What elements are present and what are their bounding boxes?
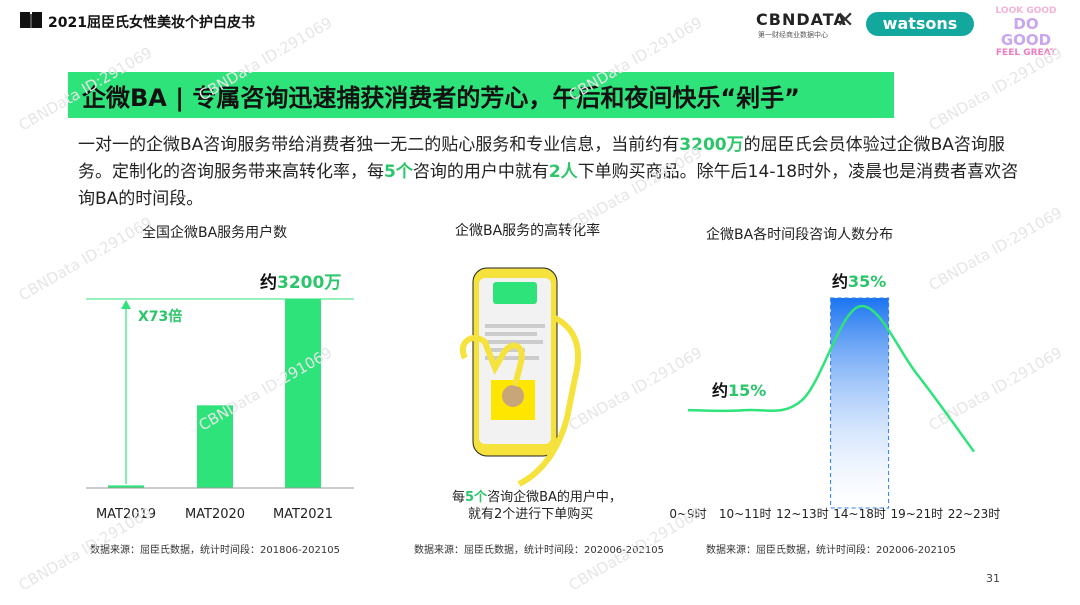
page-number: 31 [986, 572, 1000, 585]
intro-highlight-1: 3200万 [679, 135, 744, 155]
cross-icon: ✕ [836, 8, 855, 33]
bar-x-tick-label: MAT2021 [273, 507, 333, 522]
line-chart: 约15% 约35% 0~9时 10~11时 12~13时 14~18时 19~21时 22… [669, 272, 1001, 521]
intro-text-1: 一对一的企微BA咨询服务带给消费者独一无二的贴心服务和专业信息，当前约有 [78, 135, 680, 155]
distribution-line [687, 305, 976, 453]
title-banner [68, 72, 894, 118]
multiplier-arrow-head [121, 300, 131, 309]
conversion-caption-2: 就有2个进行下单购买 [468, 507, 594, 522]
bar-top-label-value: 3200万 [277, 273, 341, 293]
hand-outline [517, 315, 582, 487]
do-good-text: DO GOOD [1000, 15, 1052, 49]
bar-MAT2020 [197, 405, 233, 488]
line-x-tick-label: 12~13时 [776, 507, 829, 521]
conversion-title: 企微BA服务的高转化率 [455, 223, 601, 239]
bar-x-tick-label: MAT2019 [96, 507, 156, 522]
bar-MAT2019 [108, 485, 144, 488]
middle-source: 数据来源：屈臣氏数据，统计时间段：202006-202105 [414, 545, 664, 556]
cbndata-logo: CBNDATA [756, 10, 847, 29]
banner-title: 企微BA | 专属咨询迅速捕获消费者的芳心，午后和夜间快乐“剁手” [82, 84, 800, 112]
multiplier-label: X73倍 [138, 308, 182, 325]
line-x-tick-label: 22~23时 [948, 507, 1001, 521]
bar-top-label: 约3200万 [260, 272, 341, 293]
bar-chart-title: 全国企微BA服务用户数 [142, 225, 288, 241]
chat-line [485, 332, 537, 336]
line-x-tick-label: 0~9时 [669, 507, 706, 521]
intro-highlight-2: 5个 [384, 162, 413, 182]
bar-chart: X73倍 约3200万 MAT2019 MAT2020 MAT2021 [86, 272, 354, 522]
hand-outline [460, 335, 525, 387]
line-x-tick-label: 10~11时 [719, 507, 772, 521]
intro-highlight-3: 2人 [548, 162, 578, 182]
caption-1-hl: 5个 [465, 490, 488, 505]
conversion-caption-1: 每5个咨询企微BA的用户中， [452, 486, 622, 505]
look-good-logo: LOOK GOOD DO GOOD FEEL GREAT [990, 6, 1062, 58]
low-label-value: 15% [728, 381, 766, 400]
chat-header-icon [493, 282, 537, 304]
peak-label-prefix: 约 [832, 272, 848, 291]
phone-illustration [460, 267, 582, 487]
intro-text-4: 下单购买商品。除午后14-18时外，凌晨也是消费者喜欢咨询BA的时间段。 [78, 162, 1019, 209]
chat-line [485, 356, 539, 360]
line-x-tick-label: 19~21时 [890, 507, 943, 521]
line-chart-title: 企微BA各时间段咨询人数分布 [706, 227, 894, 243]
report-title: 2021屈臣氏女性美妆个护白皮书 [48, 15, 255, 31]
feel-great-text: FEEL GREAT [995, 48, 1057, 58]
avatar [502, 385, 524, 407]
line-chart-source: 数据来源：屈臣氏数据，统计时间段：202006-202105 [706, 545, 956, 556]
intro-text-3: 咨询的用户中就有 [412, 162, 549, 182]
bar-top-label-prefix: 约 [260, 272, 277, 293]
caption-1-post: 咨询企微BA的用户中， [487, 490, 622, 505]
bar-MAT2021 [285, 299, 321, 488]
peak-label: 约35% [832, 272, 886, 291]
peak-highlight-box [830, 297, 890, 509]
low-label: 约15% [712, 381, 766, 400]
chat-line [485, 340, 543, 344]
watsons-logo: watsons [866, 12, 974, 36]
bar-chart-source: 数据来源：屈臣氏数据，统计时间段：201806-202105 [90, 545, 340, 556]
intro-text-2: 的屈臣氏会员体验过企微BA咨询服务。定制化的咨询服务带来高转化率，每 [78, 135, 1005, 182]
line-x-tick-label: 14~18时 [833, 507, 886, 521]
look-good-text: LOOK GOOD [995, 6, 1057, 16]
caption-1-pre: 每 [452, 490, 466, 505]
low-label-prefix: 约 [712, 381, 728, 400]
book-icon [20, 12, 42, 28]
intro-paragraph: 一对一的企微BA咨询服务带给消费者独一无二的贴心服务和专业信息，当前约有3200… [78, 132, 1028, 213]
chat-line [485, 324, 545, 328]
peak-label-value: 35% [848, 272, 886, 291]
cbndata-logo-sub: 第一财经商业数据中心 [758, 31, 828, 39]
bar-x-tick-label: MAT2020 [185, 507, 245, 522]
